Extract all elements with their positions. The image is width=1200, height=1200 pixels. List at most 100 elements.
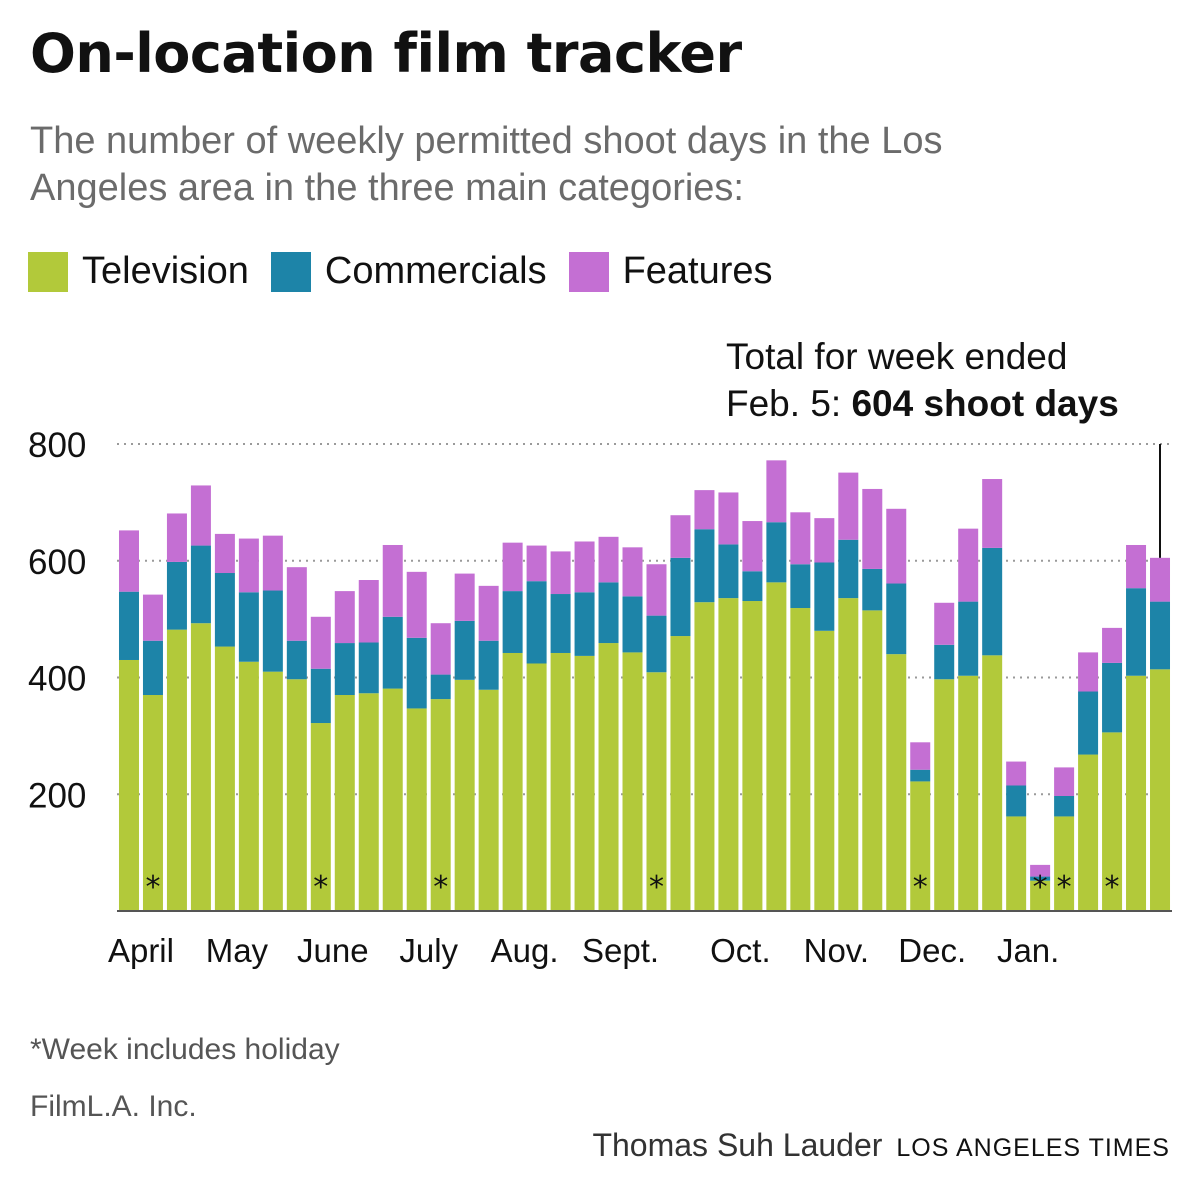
bar-segment-features [694, 490, 715, 530]
bar-segment-commercials [454, 620, 475, 680]
bar-segment-television [358, 693, 379, 911]
bar-segment-features [190, 485, 211, 546]
bar-segment-features [166, 513, 187, 562]
legend-swatch-commercials [270, 251, 311, 292]
bar-segment-television [670, 636, 691, 911]
bar-segment-commercials [310, 668, 331, 724]
latest-week-annotation: Total for week ended Feb. 5: 604 shoot d… [726, 333, 1119, 427]
bar-segment-commercials [262, 590, 283, 672]
bar-segment-commercials [814, 562, 835, 631]
bar-segment-commercials [718, 544, 739, 599]
bar-segment-television [406, 708, 427, 911]
y-tick-label: 600 [28, 543, 86, 582]
credit-line: Thomas Suh Lauder LOS ANGELES TIMES [592, 1127, 1170, 1164]
bar-segment-commercials [1054, 796, 1075, 817]
chart-title: On-location film tracker [30, 22, 742, 85]
bar-segment-commercials [526, 581, 547, 664]
credit-author: Thomas Suh Lauder [592, 1127, 883, 1163]
bar-segment-commercials [358, 642, 379, 694]
bar-segment-features [502, 542, 523, 592]
bar-segment-commercials [766, 522, 787, 583]
legend-label-commercials: Commercials [324, 250, 547, 292]
bar-segment-features [1054, 767, 1075, 797]
bar-segment-television [382, 688, 403, 911]
bar-segment-television [238, 661, 259, 911]
bar-segment-television [1078, 754, 1099, 911]
bar-segment-television [454, 679, 475, 911]
legend-swatch-features [568, 251, 609, 292]
y-tick-label: 800 [28, 426, 86, 465]
bar-segment-commercials [982, 547, 1003, 656]
bar-segment-features [238, 538, 259, 593]
bar-segment-television [1006, 816, 1027, 911]
bar-segment-features [118, 530, 139, 592]
bar-segment-commercials [406, 637, 427, 709]
bar-segment-features [958, 528, 979, 602]
bar-segment-features [598, 536, 619, 583]
bar-segment-television [886, 654, 907, 911]
bar-segment-commercials [1006, 785, 1027, 817]
bar-segment-commercials [382, 616, 403, 689]
bar-segment-commercials [334, 643, 355, 696]
bar-segment-television [814, 630, 835, 911]
bar-segment-commercials [1126, 588, 1147, 676]
bar-segment-television [118, 659, 139, 911]
bar-segment-features [1150, 557, 1171, 602]
bar-segment-television [1150, 669, 1171, 911]
source-note: FilmL.A. Inc. [30, 1090, 197, 1123]
bar-segment-commercials [958, 601, 979, 676]
bar-segment-commercials [286, 640, 307, 680]
legend-swatch-television [28, 251, 68, 292]
bar-segment-television [1054, 816, 1075, 911]
bar-segment-commercials [1078, 691, 1099, 755]
bar-segment-commercials [790, 564, 811, 609]
holiday-marker: * [145, 870, 160, 905]
bar-segment-commercials [550, 594, 571, 653]
bar-segment-commercials [502, 591, 523, 653]
bar-segment-television [934, 679, 955, 911]
y-tick-label: 400 [28, 660, 86, 699]
x-tick-label: Jan. [997, 932, 1059, 969]
bar-segment-features [910, 742, 931, 770]
bar-segment-features [886, 508, 907, 584]
x-tick-label: July [399, 932, 458, 969]
stacked-bar-chart: 200 400 600 800 * * * * * * * * April May June July Aug.… [28, 426, 1172, 969]
bar-segment-commercials [646, 615, 667, 673]
bar-segment-television [1102, 732, 1123, 911]
y-tick-label: 200 [28, 776, 86, 815]
x-tick-label: May [206, 932, 269, 969]
bar-segment-features [1030, 864, 1051, 877]
bar-segment-television [1030, 880, 1051, 911]
bar-segment-commercials [838, 539, 859, 599]
bar-segment-commercials [214, 573, 235, 647]
holiday-marker: * [913, 870, 928, 905]
legend-label-television: Television [82, 250, 249, 292]
bar-segment-television [982, 655, 1003, 911]
bar-segment-commercials [694, 529, 715, 603]
bar-segment-features [1006, 761, 1027, 786]
bar-segment-features [310, 616, 331, 669]
bar-segment-television [574, 655, 595, 911]
bar-segment-features [382, 544, 403, 617]
x-tick-label: Oct. [710, 932, 771, 969]
bar-segment-television [766, 582, 787, 911]
legend-item-features: Features [568, 250, 773, 293]
holiday-marker: * [433, 870, 448, 905]
bar-segment-commercials [598, 582, 619, 644]
bar-segment-features [574, 541, 595, 593]
bar-segment-commercials [1150, 601, 1171, 670]
bar-segment-commercials [862, 568, 883, 611]
bar-segment-television [142, 695, 163, 911]
bar-segment-commercials [742, 571, 763, 602]
bar-segment-features [478, 585, 499, 641]
bar-segment-television [790, 608, 811, 911]
chart-subtitle: The number of weekly permitted shoot day… [30, 120, 943, 209]
bar-segment-commercials [430, 674, 451, 700]
holiday-marker: * [1105, 870, 1120, 905]
bar-segment-features [622, 547, 643, 597]
bar-segment-commercials [886, 583, 907, 655]
bar-segment-features [718, 492, 739, 545]
bar-segment-television [622, 652, 643, 911]
bar-segment-television [718, 598, 739, 911]
legend: Television Commercials Features [28, 250, 795, 293]
